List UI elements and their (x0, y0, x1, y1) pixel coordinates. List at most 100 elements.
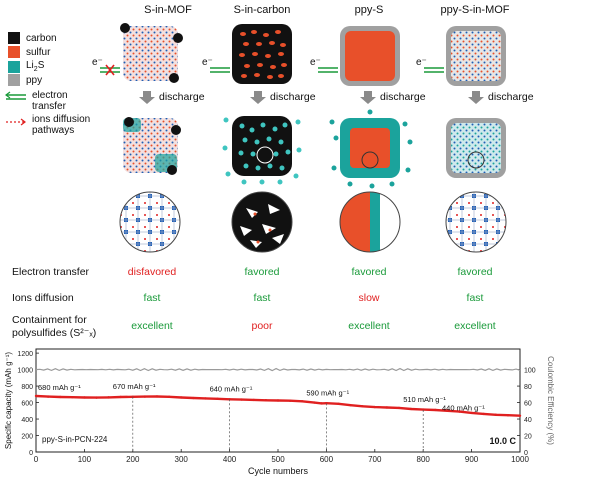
x-tick-label: 600 (320, 455, 334, 464)
x-tick-label: 300 (175, 455, 189, 464)
li2s-swatch (8, 60, 20, 73)
electron-symbol-1: e⁻ (92, 57, 103, 68)
capacity-point (470, 411, 473, 415)
capacity-point (325, 402, 328, 405)
legend-ppy: ppy (8, 74, 42, 86)
s-in-mof-electron-arrow (100, 64, 120, 76)
zoom-circle-ppy-s-in-mof (445, 191, 507, 253)
capacity-point (434, 408, 437, 412)
capacity-point (337, 402, 340, 405)
discharge-arrows (139, 91, 484, 104)
sulfur-swatch (8, 46, 20, 58)
specific-capacity-line (35, 394, 521, 417)
s-in-mof-particle (120, 23, 183, 83)
capacity-annotation: 670 mAh g⁻¹ (113, 382, 156, 391)
x-tick-label: 0 (34, 455, 39, 464)
legend-sulfur: sulfur (8, 46, 50, 58)
x-tick-label: 700 (368, 455, 382, 464)
capacity-point (320, 402, 323, 405)
capacity-point (458, 410, 461, 413)
x-tick-label: 200 (126, 455, 140, 464)
discharge-label-4: discharge (488, 91, 534, 103)
capacity-annotation: 510 mAh g⁻¹ (403, 395, 446, 404)
electron-symbol-3: e⁻ (310, 57, 321, 68)
cycling-chart: 0 100 200 300 400 500 600 700 800 900 100002004006… (4, 348, 555, 476)
ppy-s-in-mof-electron-arrow (424, 67, 444, 73)
capacity-point (349, 403, 352, 407)
row-label-containment-2: polysulfides (S²⁻ₓ) (12, 327, 97, 339)
capacity-point (422, 408, 425, 411)
ppy-s-in-mof-ions-diffusion: fast (466, 292, 484, 304)
y-right-tick-label: 0 (524, 450, 528, 457)
row-label-ions-diffusion: Ions diffusion (12, 292, 74, 304)
ppy-s-in-mof-electron-transfer: favored (457, 266, 493, 278)
ppy-swatch (8, 74, 20, 86)
s-in-carbon-discharged (222, 116, 302, 185)
legend-li2s-label: Li2S (26, 60, 45, 73)
y-left-tick-label: 800 (21, 384, 33, 391)
legend-li2s: Li2S (8, 60, 44, 73)
capacity-point (288, 399, 292, 402)
s-in-mof-ions-diffusion: fast (143, 292, 161, 304)
y-left-tick-label: 0 (29, 450, 33, 457)
capacity-point (180, 396, 183, 399)
y-right-tick-label: 80 (524, 384, 532, 391)
y-right-axis-label: Coulombic Efficiency (%) (546, 356, 555, 445)
x-tick-label: 1000 (511, 455, 529, 464)
capacity-point (252, 398, 255, 402)
s-in-carbon-electron-arrow (210, 67, 230, 73)
s-in-carbon-particle (232, 24, 292, 84)
capacity-point (155, 395, 159, 398)
row-label-electron-transfer: Electron transfer (12, 266, 90, 278)
capacity-point (34, 394, 38, 398)
capacity-point (107, 396, 110, 399)
legend-ions-diffusion-label: ions diffusion pathways (32, 114, 91, 136)
x-tick-label: 100 (78, 455, 92, 464)
capacity-point (228, 398, 231, 401)
top-particles-layer (100, 23, 506, 86)
zoom-circle-ppy-s (339, 191, 401, 253)
discharge-label-1: discharge (159, 91, 205, 103)
capacity-point (494, 413, 497, 416)
capacity-point (71, 396, 74, 399)
electron-transfer-legend-icon (4, 90, 28, 108)
ppy-s-electron-transfer: favored (351, 266, 387, 278)
zoom-circle-s-in-carbon (231, 191, 293, 253)
capacity-point (506, 414, 510, 417)
column-title-s-in-mof: S-in-MOF (144, 4, 192, 16)
s-in-mof-discharged (123, 117, 181, 175)
capacity-point (446, 409, 449, 412)
capacity-point (216, 397, 219, 400)
x-tick-label: 500 (271, 455, 285, 464)
discharged-particles-layer (123, 109, 506, 189)
s-in-carbon-ions-diffusion: fast (253, 292, 271, 304)
electron-symbol-2: e⁻ (202, 57, 213, 68)
capacity-annotation: 640 mAh g⁻¹ (210, 384, 253, 393)
discharge-label-2: discharge (270, 91, 316, 103)
capacity-annotation: 590 mAh g⁻¹ (306, 388, 349, 397)
capacity-point (409, 407, 413, 411)
capacity-point (276, 399, 280, 402)
ppy-s-particle (340, 26, 400, 86)
capacity-annotation: 680 mAh g⁻¹ (38, 383, 81, 392)
legend-carbon-label: carbon (26, 32, 57, 44)
carbon-swatch (8, 32, 20, 44)
zoom-circle-s-in-mof (119, 191, 181, 253)
capacity-point (143, 395, 147, 398)
legend-electron-transfer-label: electron transfer (32, 90, 68, 112)
ppy-s-discharged (329, 109, 413, 189)
y-right-tick-label: 40 (524, 417, 532, 424)
y-right-tick-label: 60 (524, 401, 532, 408)
column-title-s-in-carbon: S-in-carbon (233, 4, 291, 16)
discharge-label-3: discharge (380, 91, 426, 103)
capacity-point (131, 395, 134, 398)
capacity-point (373, 405, 376, 409)
capacity-point (95, 396, 98, 399)
capacity-point (119, 395, 122, 399)
y-left-axis-label: Specific capacity (mAh g⁻¹) (4, 352, 13, 449)
capacity-point (167, 395, 171, 398)
capacity-point (83, 396, 86, 399)
capacity-point (385, 406, 389, 409)
zoom-circles-layer (119, 191, 507, 253)
ion-diffusion-legend-icon (4, 114, 28, 132)
